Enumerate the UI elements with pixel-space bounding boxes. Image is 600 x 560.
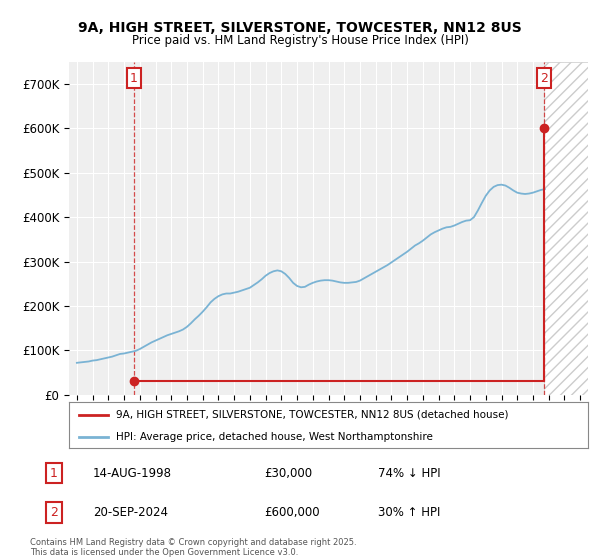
Text: 74% ↓ HPI: 74% ↓ HPI bbox=[378, 466, 440, 480]
Text: £600,000: £600,000 bbox=[264, 506, 320, 519]
Text: Contains HM Land Registry data © Crown copyright and database right 2025.
This d: Contains HM Land Registry data © Crown c… bbox=[30, 538, 356, 557]
Text: 14-AUG-1998: 14-AUG-1998 bbox=[93, 466, 172, 480]
Text: 2: 2 bbox=[541, 72, 548, 85]
Text: 30% ↑ HPI: 30% ↑ HPI bbox=[378, 506, 440, 519]
Text: 1: 1 bbox=[130, 72, 138, 85]
Text: 9A, HIGH STREET, SILVERSTONE, TOWCESTER, NN12 8US (detached house): 9A, HIGH STREET, SILVERSTONE, TOWCESTER,… bbox=[116, 410, 508, 420]
Text: 2: 2 bbox=[50, 506, 58, 519]
Text: 1: 1 bbox=[50, 466, 58, 480]
Text: Price paid vs. HM Land Registry's House Price Index (HPI): Price paid vs. HM Land Registry's House … bbox=[131, 34, 469, 46]
Text: 20-SEP-2024: 20-SEP-2024 bbox=[93, 506, 168, 519]
Text: HPI: Average price, detached house, West Northamptonshire: HPI: Average price, detached house, West… bbox=[116, 432, 433, 441]
Bar bbox=[544, 62, 588, 395]
Text: £30,000: £30,000 bbox=[264, 466, 312, 480]
Text: 9A, HIGH STREET, SILVERSTONE, TOWCESTER, NN12 8US: 9A, HIGH STREET, SILVERSTONE, TOWCESTER,… bbox=[78, 21, 522, 35]
